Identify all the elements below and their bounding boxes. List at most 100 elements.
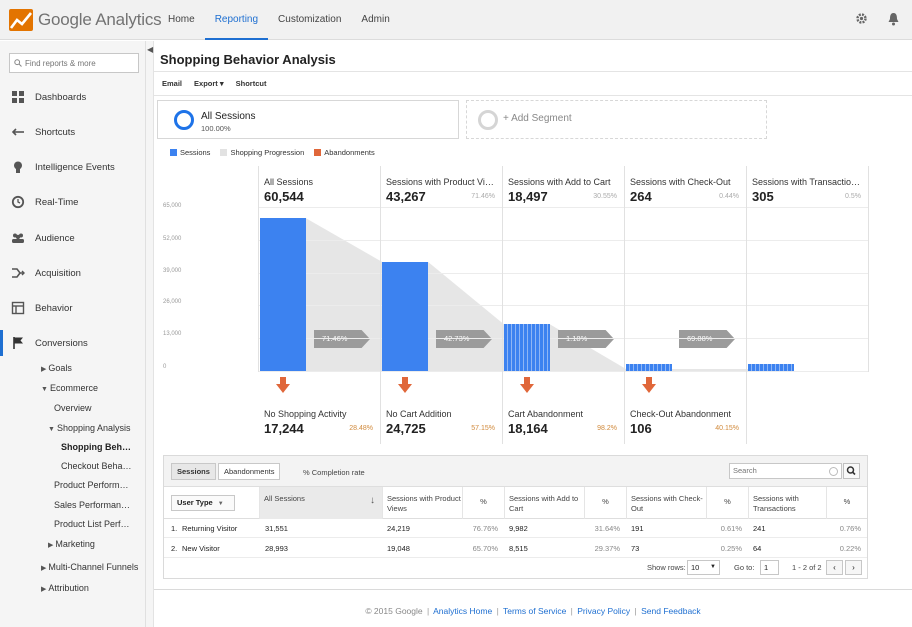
funnel-bar[interactable] bbox=[626, 364, 672, 371]
funnel-stage[interactable]: Sessions with Add to Cart 18,497 30.55% bbox=[502, 166, 624, 212]
funnel-bar[interactable] bbox=[504, 324, 550, 371]
completion-rate-toggle[interactable]: % Completion rate bbox=[303, 468, 365, 477]
sidebar-sub-marketing[interactable]: ▶ Marketing bbox=[48, 539, 95, 549]
show-rows-select[interactable]: 10 ▼ bbox=[687, 560, 720, 575]
row-dimension-link[interactable]: New Visitor bbox=[182, 544, 220, 553]
email-button[interactable]: Email bbox=[162, 79, 183, 88]
add-segment-button[interactable]: + Add Segment bbox=[466, 100, 767, 139]
funnel-stage[interactable]: Sessions with Check-Out 264 0.44% bbox=[624, 166, 746, 212]
sidebar-item-audience[interactable]: Audience bbox=[0, 225, 146, 251]
legend-swatch bbox=[170, 149, 177, 156]
segment-all-sessions[interactable]: All Sessions 100.00% bbox=[157, 100, 459, 139]
sidebar-sub-product-performance[interactable]: Product Perform… bbox=[54, 480, 129, 490]
table-search[interactable] bbox=[729, 463, 842, 479]
footer-link-analytics-home[interactable]: Analytics Home bbox=[433, 606, 493, 616]
cell-pct: 0.22% bbox=[839, 544, 861, 553]
chevron-down-icon: ▼ bbox=[710, 564, 716, 570]
legend-item-abandonments: Abandonments bbox=[314, 148, 375, 157]
footer-link-privacy[interactable]: Privacy Policy bbox=[577, 606, 631, 616]
footer-link-feedback[interactable]: Send Feedback bbox=[641, 606, 701, 616]
table-search-input[interactable] bbox=[733, 466, 828, 475]
sidebar-item-intelligence[interactable]: Intelligence Events bbox=[0, 154, 146, 180]
chevron-left-icon: ‹ bbox=[833, 563, 836, 572]
caret-down-icon: ▼ bbox=[41, 386, 48, 393]
export-button[interactable]: Export ▾ bbox=[194, 79, 224, 88]
sidebar-collapse-button[interactable]: ◀ bbox=[146, 41, 154, 627]
col-all-sessions[interactable]: All Sessions ↓ bbox=[259, 487, 382, 519]
nav-customization[interactable]: Customization bbox=[278, 14, 342, 25]
funnel-stage[interactable]: All Sessions 60,544 bbox=[258, 166, 380, 212]
abandonment-stage[interactable]: No Shopping Activity 17,244 28.48% bbox=[258, 398, 380, 444]
shortcut-button[interactable]: Shortcut bbox=[235, 79, 267, 88]
logo[interactable]: Google Analytics bbox=[9, 7, 162, 33]
gear-icon[interactable] bbox=[855, 12, 868, 26]
legend-item-sessions: Sessions bbox=[170, 148, 210, 157]
nav-admin[interactable]: Admin bbox=[361, 14, 390, 25]
sidebar-search[interactable] bbox=[9, 53, 139, 73]
row-dimension-link[interactable]: Returning Visitor bbox=[182, 524, 238, 533]
caret-right-icon: ▶ bbox=[41, 366, 47, 373]
caret-down-icon: ▼ bbox=[48, 426, 55, 433]
sidebar-sub-overview[interactable]: Overview bbox=[54, 403, 92, 413]
copyright: © 2015 Google bbox=[365, 606, 423, 616]
acquisition-icon bbox=[12, 268, 25, 278]
funnel-stage[interactable]: Sessions with Transactio… 305 0.5% bbox=[746, 166, 868, 212]
cell-pct: 29.37% bbox=[594, 544, 620, 553]
sidebar-item-behavior[interactable]: Behavior bbox=[0, 295, 146, 321]
dimension-selector[interactable]: User Type ▼ bbox=[171, 495, 235, 511]
sidebar-item-acquisition[interactable]: Acquisition bbox=[0, 260, 146, 286]
y-tick: 39,000 bbox=[163, 268, 182, 274]
funnel-stage[interactable]: Sessions with Product Vi… 43,267 71.46% bbox=[380, 166, 502, 212]
sidebar-item-dashboards[interactable]: Dashboards bbox=[0, 84, 146, 110]
funnel-bar[interactable] bbox=[260, 218, 306, 371]
nav-reporting[interactable]: Reporting bbox=[204, 0, 269, 40]
sidebar-sub-mcf[interactable]: ▶ Multi-Channel Funnels bbox=[41, 562, 139, 572]
tab-abandonments[interactable]: Abandonments bbox=[218, 463, 281, 480]
col-product-views[interactable]: Sessions with Product Views bbox=[382, 487, 462, 519]
bell-icon[interactable] bbox=[887, 12, 900, 26]
next-page-button[interactable]: › bbox=[845, 560, 862, 575]
search-button[interactable] bbox=[843, 463, 860, 479]
sidebar-sub-product-list[interactable]: Product List Perf… bbox=[54, 519, 130, 529]
sidebar-sub-attribution[interactable]: ▶ Attribution bbox=[41, 583, 89, 593]
cell-pct: 65.70% bbox=[472, 544, 498, 553]
prev-page-button[interactable]: ‹ bbox=[826, 560, 843, 575]
stage-value: 18,497 bbox=[508, 189, 548, 204]
segment-ring-icon bbox=[478, 110, 498, 130]
goto-input[interactable]: 1 bbox=[760, 560, 779, 575]
funnel-bar[interactable] bbox=[748, 364, 794, 371]
clear-icon[interactable] bbox=[829, 467, 838, 476]
column-separator bbox=[380, 166, 381, 444]
abandonment-stage[interactable]: Check-Out Abandonment 106 40.15% bbox=[624, 398, 746, 444]
sidebar-item-conversions[interactable]: Conversions bbox=[0, 330, 146, 356]
col-pct[interactable]: % bbox=[826, 487, 867, 519]
sidebar-item-realtime[interactable]: Real-Time bbox=[0, 189, 146, 215]
sidebar-sub-ecommerce[interactable]: ▼ Ecommerce bbox=[41, 383, 98, 393]
lightbulb-icon bbox=[14, 161, 22, 173]
stage-value: 60,544 bbox=[264, 189, 304, 204]
sidebar-item-label: Behavior bbox=[35, 302, 73, 314]
cell: 8,515 bbox=[509, 544, 528, 553]
tab-sessions[interactable]: Sessions bbox=[171, 463, 216, 480]
abandonment-arrow-icon bbox=[276, 377, 290, 393]
sidebar-sub-sales-performance[interactable]: Sales Performan… bbox=[54, 500, 131, 510]
sidebar-sub-shopping-analysis[interactable]: ▼ Shopping Analysis bbox=[48, 423, 131, 433]
sidebar-sub-goals[interactable]: ▶ Goals bbox=[41, 363, 72, 373]
funnel-bar[interactable] bbox=[382, 261, 428, 371]
col-add-to-cart[interactable]: Sessions with Add to Cart bbox=[504, 487, 584, 519]
sidebar-search-input[interactable] bbox=[25, 58, 135, 68]
sidebar-item-shortcuts[interactable]: Shortcuts bbox=[0, 119, 146, 145]
column-separator bbox=[746, 166, 747, 444]
col-pct[interactable]: % bbox=[584, 487, 626, 519]
abandonment-arrow-icon bbox=[520, 377, 534, 393]
abandonment-stage[interactable]: No Cart Addition 24,725 57.15% bbox=[380, 398, 502, 444]
sidebar-sub-checkout-behavior[interactable]: Checkout Beha… bbox=[61, 461, 132, 471]
col-pct[interactable]: % bbox=[706, 487, 748, 519]
sidebar-sub-shopping-behavior[interactable]: Shopping Beh… bbox=[61, 442, 131, 452]
col-pct[interactable]: % bbox=[462, 487, 504, 519]
footer-link-terms[interactable]: Terms of Service bbox=[503, 606, 567, 616]
nav-home[interactable]: Home bbox=[168, 14, 195, 25]
col-transactions[interactable]: Sessions with Transactions bbox=[748, 487, 826, 519]
col-check-out[interactable]: Sessions with Check-Out bbox=[626, 487, 706, 519]
abandonment-stage[interactable]: Cart Abandonment 18,164 98.2% bbox=[502, 398, 624, 444]
